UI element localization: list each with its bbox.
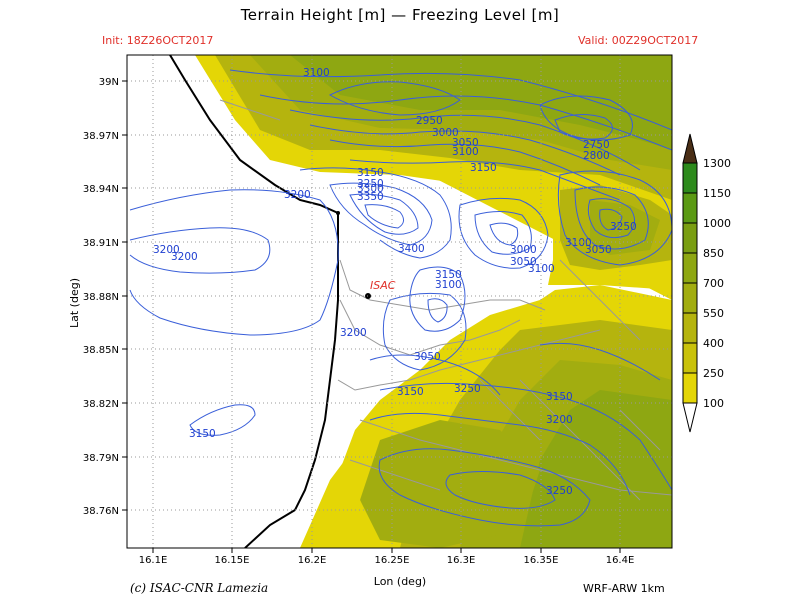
contour-label: 3150 bbox=[470, 162, 497, 174]
contour-label: 3200 bbox=[153, 244, 180, 256]
contour-label: 3150 bbox=[189, 428, 216, 440]
contour-label: 3100 bbox=[435, 279, 462, 291]
contour-label: 3400 bbox=[398, 243, 425, 255]
valid-time-label: Valid: 00Z29OCT2017 bbox=[578, 34, 699, 47]
y-axis-title: Lat (deg) bbox=[68, 278, 81, 328]
y-tick-label: 38.94N bbox=[83, 184, 119, 195]
colorbar-swatch bbox=[682, 372, 698, 404]
contour-label: 3150 bbox=[397, 386, 424, 398]
x-tick-label: 16.3E bbox=[447, 555, 476, 566]
colorbar-swatch bbox=[682, 312, 698, 344]
colorbar-swatch bbox=[682, 252, 698, 284]
y-tick-label: 38.82N bbox=[83, 399, 119, 410]
contour-label: 3250 bbox=[610, 221, 637, 233]
init-time-label: Init: 18Z26OCT2017 bbox=[102, 34, 214, 47]
freezing-level-contours bbox=[129, 69, 672, 527]
x-tick-label: 16.4E bbox=[606, 555, 635, 566]
x-tick-label: 16.2E bbox=[298, 555, 327, 566]
coastline bbox=[169, 55, 340, 548]
contour-label: 3200 bbox=[284, 189, 311, 201]
contour-label: 3250 bbox=[454, 383, 481, 395]
contour-label: 2800 bbox=[583, 150, 610, 162]
credit-label: (c) ISAC-CNR Lamezia bbox=[130, 581, 269, 595]
y-tick-label: 38.91N bbox=[83, 238, 119, 249]
contour-label: 2950 bbox=[416, 115, 443, 127]
contour-label: 3350 bbox=[357, 191, 384, 203]
x-tick-labels: 16.1E 16.15E 16.2E 16.25E 16.3E 16.35E 1… bbox=[139, 555, 635, 566]
contour-label: 3150 bbox=[357, 167, 384, 179]
colorbar-label: 700 bbox=[703, 277, 724, 290]
contour-label: 3200 bbox=[546, 414, 573, 426]
colorbar-label: 100 bbox=[703, 397, 724, 410]
contour-label: 2750 bbox=[583, 139, 610, 151]
colorbar-swatch bbox=[682, 222, 698, 254]
x-tick-label: 16.1E bbox=[139, 555, 168, 566]
isac-station-label: ISAC bbox=[370, 279, 396, 292]
plot-frame bbox=[126, 54, 673, 549]
y-axis-ticks bbox=[122, 80, 127, 511]
contour-label: 3100 bbox=[528, 263, 555, 275]
contour-label: 3000 bbox=[432, 127, 459, 139]
y-tick-label: 38.97N bbox=[83, 131, 119, 142]
colorbar-label: 550 bbox=[703, 307, 724, 320]
contour-label: 3050 bbox=[585, 244, 612, 256]
x-tick-label: 16.15E bbox=[215, 555, 250, 566]
colorbar-swatch bbox=[682, 162, 698, 194]
contour-label: 3200 bbox=[171, 251, 198, 263]
contour-label: 3200 bbox=[340, 327, 367, 339]
contour-label: 3050 bbox=[510, 256, 537, 268]
colorbar-swatch bbox=[682, 342, 698, 374]
colorbar-label: 250 bbox=[703, 367, 724, 380]
contour-label: 3000 bbox=[510, 244, 537, 256]
y-tick-label: 39N bbox=[99, 77, 119, 88]
y-tick-labels: 39N 38.97N 38.94N 38.91N 38.88N 38.85N 3… bbox=[83, 77, 119, 517]
contour-label: 3050 bbox=[452, 137, 479, 149]
contour-label: 3100 bbox=[452, 146, 479, 158]
x-axis-ticks bbox=[152, 548, 621, 553]
contour-label: 3050 bbox=[414, 351, 441, 363]
y-tick-label: 38.79N bbox=[83, 453, 119, 464]
contour-label: 3100 bbox=[303, 67, 330, 79]
contour-label: 3150 bbox=[546, 391, 573, 403]
model-label: WRF-ARW 1km bbox=[583, 582, 665, 595]
colorbar-bottom-arrow bbox=[682, 402, 698, 433]
x-tick-label: 16.35E bbox=[524, 555, 559, 566]
terrain-shading bbox=[127, 55, 672, 548]
y-tick-label: 38.88N bbox=[83, 292, 119, 303]
colorbar-top-arrow bbox=[682, 133, 698, 164]
colorbar-label: 1150 bbox=[703, 187, 731, 200]
contour-label: 3300 bbox=[357, 183, 384, 195]
colorbar-swatch bbox=[682, 282, 698, 314]
x-tick-label: 16.25E bbox=[375, 555, 410, 566]
y-tick-label: 38.85N bbox=[83, 345, 119, 356]
grid-lines bbox=[127, 55, 672, 548]
colorbar-label: 400 bbox=[703, 337, 724, 350]
x-axis-title: Lon (deg) bbox=[374, 575, 426, 588]
colorbar-swatch bbox=[682, 192, 698, 224]
chart-title: Terrain Height [m] — Freezing Level [m] bbox=[240, 6, 560, 24]
colorbar-label: 1000 bbox=[703, 217, 731, 230]
contour-label: 3150 bbox=[435, 269, 462, 281]
colorbar-label: 850 bbox=[703, 247, 724, 260]
contour-labels: 3100 2950 3000 3050 3100 3150 2750 2800 … bbox=[153, 67, 637, 497]
contour-label: 3250 bbox=[546, 485, 573, 497]
contour-label: 3100 bbox=[565, 237, 592, 249]
colorbar-label: 1300 bbox=[703, 157, 731, 170]
y-tick-label: 38.76N bbox=[83, 506, 119, 517]
contour-label: 3250 bbox=[357, 178, 384, 190]
colorbar: 1300 1150 1000 850 700 550 400 250 100 bbox=[682, 133, 731, 433]
